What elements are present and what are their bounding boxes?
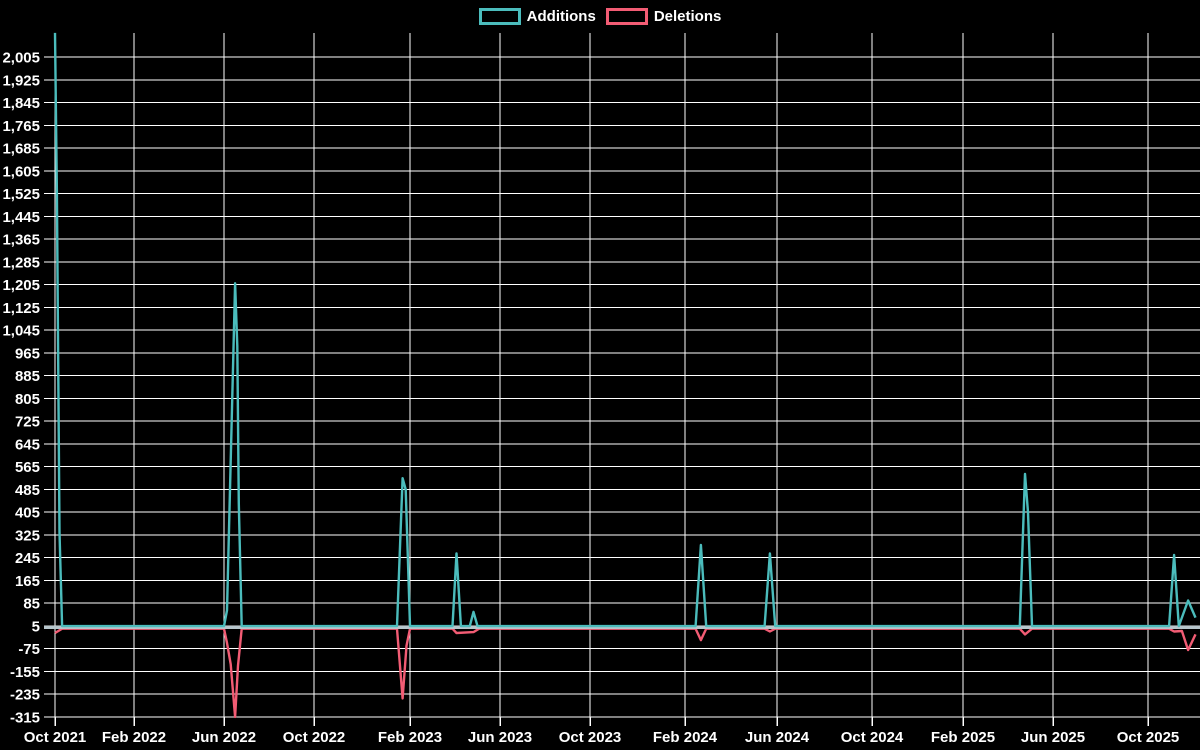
x-tick-label: Jun 2023 (468, 729, 532, 746)
x-tick-label: Oct 2023 (559, 729, 622, 746)
additions-legend-label: Additions (526, 8, 596, 25)
y-tick-label: 805 (15, 391, 40, 408)
y-tick-label: 725 (15, 414, 40, 431)
y-tick-label: 1,205 (2, 277, 40, 294)
legend-item-additions[interactable]: Additions (478, 8, 596, 25)
y-tick-label: 965 (15, 345, 40, 362)
y-tick-label: 1,685 (2, 141, 40, 158)
x-tick-label: Feb 2024 (653, 729, 718, 746)
y-tick-label: 2,005 (2, 50, 40, 67)
y-tick-label: 165 (15, 573, 40, 590)
y-tick-label: -235 (10, 687, 40, 704)
deletions-legend-swatch-icon (605, 8, 648, 25)
y-tick-label: 5 (32, 619, 40, 636)
chart-legend: Additions Deletions (0, 8, 1200, 25)
y-tick-label: 645 (15, 436, 40, 453)
deletions-legend-label: Deletions (653, 8, 722, 25)
additions-line (53, 32, 1197, 628)
legend-item-deletions[interactable]: Deletions (605, 8, 722, 25)
x-tick-label: Feb 2025 (931, 729, 995, 746)
y-tick-label: 325 (15, 527, 40, 544)
x-tick-label: Jun 2022 (192, 729, 256, 746)
y-tick-label: 1,285 (2, 254, 40, 271)
x-tick-label: Oct 2024 (841, 729, 904, 746)
y-tick-label: 1,365 (2, 232, 40, 249)
y-tick-label: 1,445 (2, 209, 40, 226)
x-tick-label: Jun 2025 (1021, 729, 1085, 746)
x-tick-label: Jun 2024 (745, 729, 810, 746)
x-tick-label: Oct 2025 (1117, 729, 1180, 746)
y-tick-label: 485 (15, 482, 40, 499)
y-tick-label: -155 (10, 664, 40, 681)
x-tick-label: Oct 2022 (283, 729, 346, 746)
additions-legend-swatch-icon (478, 8, 521, 25)
x-tick-label: Feb 2022 (102, 729, 166, 746)
x-tick-label: Oct 2021 (24, 729, 87, 746)
y-tick-label: 405 (15, 505, 40, 522)
y-tick-label: 1,605 (2, 163, 40, 180)
y-tick-label: -315 (10, 710, 40, 727)
y-tick-label: 1,765 (2, 118, 40, 135)
y-tick-label: 1,045 (2, 323, 40, 340)
y-tick-label: 1,125 (2, 300, 40, 317)
y-tick-label: 1,845 (2, 95, 40, 112)
deletions-line (54, 627, 1197, 719)
y-tick-label: 85 (23, 596, 40, 613)
y-tick-label: 1,925 (2, 72, 40, 89)
y-tick-label: 885 (15, 368, 40, 385)
x-tick-label: Feb 2023 (378, 729, 442, 746)
y-tick-label: 565 (15, 459, 40, 476)
y-tick-label: -75 (18, 641, 40, 658)
y-tick-label: 1,525 (2, 186, 40, 203)
y-tick-label: 245 (15, 550, 40, 567)
